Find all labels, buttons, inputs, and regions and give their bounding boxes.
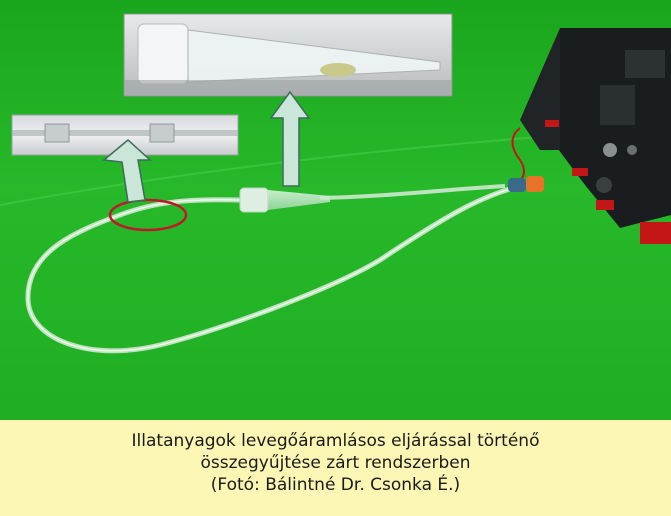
- tube-connector: [508, 176, 544, 192]
- caption-line-2: összegyűjtése zárt rendszerben: [200, 453, 471, 473]
- arrow-to-tube-inset: [102, 139, 152, 203]
- arrow-to-funnel-inset: [269, 90, 311, 187]
- photo: [0, 0, 671, 420]
- glass-collection-funnel: [239, 187, 330, 213]
- caption: Illatanyagok levegőáramlásos eljárással …: [0, 420, 671, 516]
- caption-line-1: Illatanyagok levegőáramlásos eljárással …: [131, 431, 540, 451]
- highlight-ellipse: [108, 198, 188, 232]
- inset-funnel-closeup: [123, 13, 453, 97]
- air-pump-unit: [511, 28, 671, 244]
- caption-line-3: (Fotó: Bálintné Dr. Csonka É.): [210, 475, 461, 495]
